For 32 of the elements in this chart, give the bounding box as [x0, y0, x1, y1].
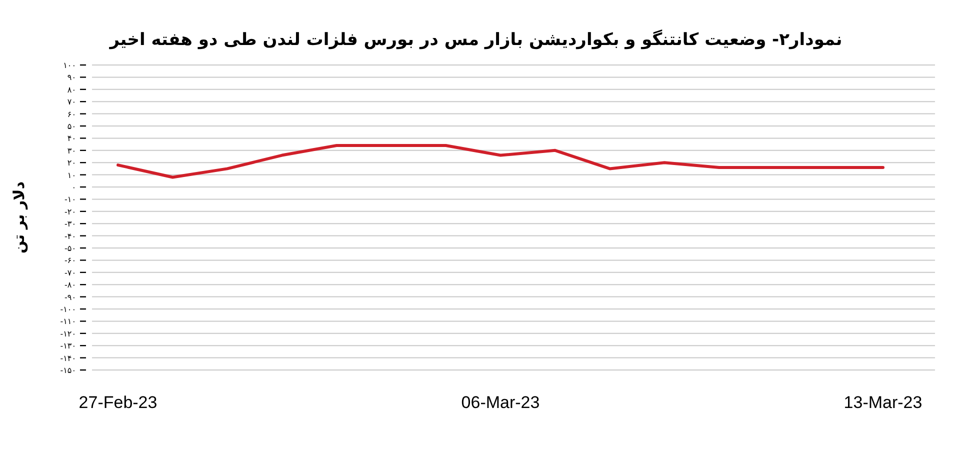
line-series	[116, 144, 884, 179]
y-tick-label: -۱۱۰	[60, 317, 76, 326]
y-tick-label: -۳۰	[64, 220, 76, 229]
y-tick-label: ۷۰	[67, 98, 76, 107]
y-tick-label: -۱۲۰	[60, 329, 76, 338]
y-tick-label: ۱۰	[67, 170, 76, 180]
x-tick-label: 06-Mar-23	[461, 393, 540, 412]
x-tick-label: 27-Feb-23	[78, 393, 158, 412]
y-tick-label: ۶۰	[67, 110, 76, 119]
y-tick-label: ۰	[72, 183, 76, 192]
y-tick-label: ۵۰	[67, 122, 76, 131]
y-tick-label: ۳۰	[67, 146, 76, 156]
chart-title: نمودار۲- وضعیت کانتنگو و بکواردیشن بازار مس در بورس فلزات لندن طی دو هفته اخیر	[108, 29, 842, 50]
y-tick-label: ۸۰	[67, 85, 76, 94]
y-tick-label: -۱۳۰	[60, 342, 76, 351]
x-tick-label: 13-Mar-23	[844, 393, 922, 412]
y-tick-label: -۲۰	[64, 207, 76, 216]
y-tick-label: -۶۰	[64, 256, 76, 266]
y-tick-label: -۱۵۰	[60, 366, 76, 375]
y-tick-label: -۸۰	[64, 280, 76, 290]
y-tick-label: ۲۰	[67, 158, 76, 168]
y-tick-label: ۱۰۰	[63, 61, 76, 70]
y-tick-label: -۷۰	[64, 268, 76, 278]
y-tick-label: -۵۰	[64, 244, 76, 253]
y-tick-label: -۱۰۰	[60, 305, 76, 314]
y-tick-label: ۴۰	[67, 134, 76, 144]
y-tick-label: -۱۰	[64, 195, 76, 204]
y-tick-label: ۹۰	[67, 73, 76, 82]
y-axis-title: دلار بر تن	[10, 181, 28, 254]
y-tick-label: -۴۰	[64, 232, 76, 241]
y-tick-label: -۱۴۰	[60, 354, 76, 363]
y-tick-label: -۹۰	[64, 292, 76, 302]
